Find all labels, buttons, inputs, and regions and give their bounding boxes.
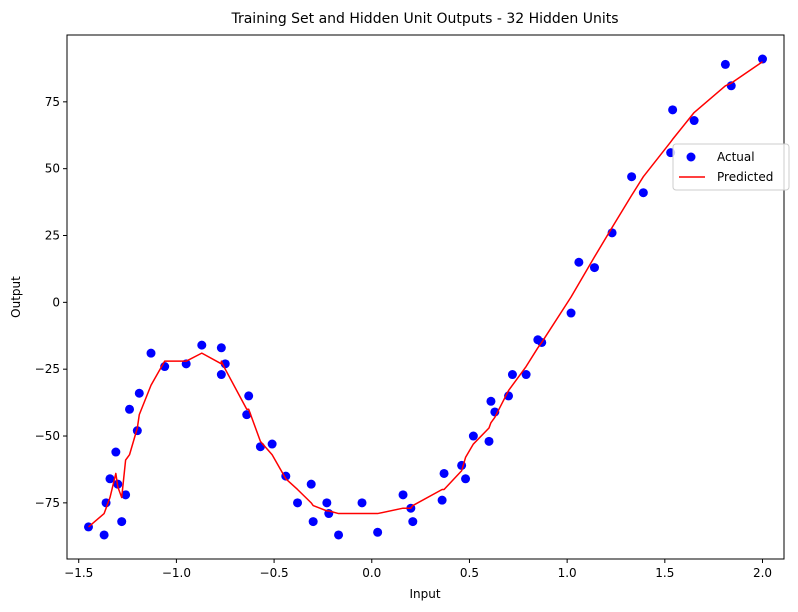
x-tick-label: 1.5	[655, 566, 674, 580]
actual-point-1	[99, 530, 109, 540]
actual-point-11	[146, 348, 156, 358]
actual-point-39	[484, 436, 494, 446]
y-tick-label: −50	[35, 429, 60, 443]
plot-content	[83, 54, 768, 540]
legend: Actual Predicted	[672, 143, 790, 191]
actual-point-40	[486, 396, 496, 406]
actual-point-8	[125, 404, 135, 414]
x-tick-label: 0.0	[362, 566, 381, 580]
actual-point-23	[293, 498, 303, 508]
actual-point-34	[437, 495, 447, 505]
legend-label-actual: Actual	[717, 150, 755, 164]
predicted-line	[88, 61, 763, 528]
actual-point-26	[322, 498, 332, 508]
actual-point-51	[627, 172, 637, 182]
actual-point-9	[132, 426, 142, 436]
actual-point-31	[398, 490, 408, 500]
x-axis-label: Input	[409, 587, 440, 601]
actual-point-37	[461, 474, 471, 484]
actual-point-15	[216, 343, 226, 353]
actual-point-16	[216, 370, 226, 380]
actual-point-21	[267, 439, 277, 449]
actual-point-30	[373, 527, 383, 537]
actual-point-24	[306, 479, 316, 489]
x-tick-label: 0.5	[460, 566, 479, 580]
actual-point-48	[574, 257, 584, 267]
legend-box	[672, 143, 790, 191]
x-tick-label: 1.0	[558, 566, 577, 580]
actual-point-29	[357, 498, 367, 508]
x-tick-label: 2.0	[753, 566, 772, 580]
actual-point-35	[439, 468, 449, 478]
actual-point-10	[134, 388, 144, 398]
y-tick-label: −25	[35, 362, 60, 376]
legend-label-predicted: Predicted	[717, 170, 773, 184]
actual-point-44	[521, 370, 531, 380]
actual-point-43	[507, 370, 517, 380]
actual-point-47	[566, 308, 576, 318]
legend-marker-actual	[686, 152, 696, 162]
actual-point-7	[121, 490, 131, 500]
actual-point-55	[689, 116, 699, 126]
actual-point-56	[720, 59, 730, 69]
y-ticks: −75 −50 −25 0 25 50 75	[35, 95, 67, 510]
x-ticks: −1.5 −1.0 −0.5 0.0 0.5 1.0 1.5 2.0	[64, 559, 772, 580]
x-tick-label: −1.0	[162, 566, 191, 580]
x-tick-label: −0.5	[260, 566, 289, 580]
x-tick-label: −1.5	[64, 566, 93, 580]
axes-frame	[66, 34, 785, 560]
actual-point-19	[244, 391, 254, 401]
y-tick-label: 0	[52, 295, 60, 309]
actual-point-58	[758, 54, 768, 64]
actual-point-52	[638, 188, 648, 198]
actual-point-3	[105, 474, 115, 484]
actual-point-25	[308, 517, 318, 527]
y-axis-label: Output	[9, 276, 23, 318]
actual-point-28	[334, 530, 344, 540]
y-tick-label: 50	[45, 162, 60, 176]
y-tick-label: 75	[45, 95, 60, 109]
actual-point-54	[668, 105, 678, 115]
actual-point-33	[408, 517, 418, 527]
actual-point-20	[255, 442, 265, 452]
actual-point-18	[242, 410, 252, 420]
actual-point-14	[197, 340, 207, 350]
actual-point-38	[468, 431, 478, 441]
actual-point-49	[589, 263, 599, 273]
y-tick-label: −75	[35, 496, 60, 510]
y-tick-label: 25	[45, 229, 60, 243]
chart-title: Training Set and Hidden Unit Outputs - 3…	[230, 11, 618, 27]
actual-point-4	[111, 447, 121, 457]
actual-point-6	[117, 517, 127, 527]
